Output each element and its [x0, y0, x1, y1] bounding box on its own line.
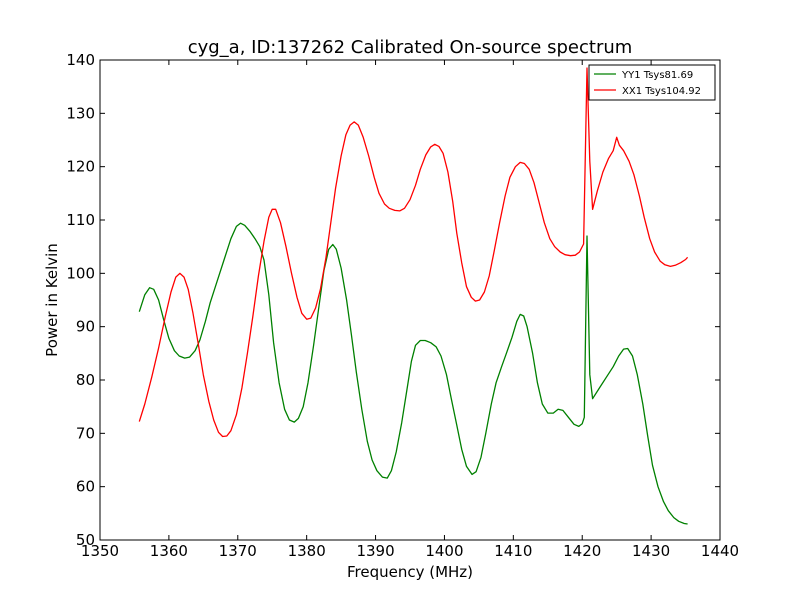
x-tick-label: 1440	[701, 542, 739, 560]
y-tick-label: 110	[66, 211, 95, 229]
y-tick-label: 60	[76, 478, 95, 496]
y-axis-label: Power in Kelvin	[43, 243, 61, 357]
x-tick-label: 1410	[494, 542, 532, 560]
series-layer	[138, 67, 689, 525]
x-tick-label: 1400	[425, 542, 463, 560]
x-tick-label: 1420	[563, 542, 601, 560]
chart-title: cyg_a, ID:137262 Calibrated On-source sp…	[188, 37, 633, 58]
legend-box	[588, 64, 716, 101]
y-tick-label: 140	[66, 51, 95, 69]
x-tick-label: 1380	[288, 542, 326, 560]
y-tick-label: 90	[76, 318, 95, 336]
legend-label-xx1: XX1 Tsys104.92	[622, 86, 701, 97]
y-tick-label: 80	[76, 371, 95, 389]
x-tick-label: 1430	[632, 542, 670, 560]
y-tick-label: 130	[66, 104, 95, 122]
y-tick-label: 70	[76, 424, 95, 442]
y-tick-label: 50	[76, 531, 95, 549]
y-tick-label: 100	[66, 264, 95, 282]
x-tick-label: 1370	[219, 542, 257, 560]
series-line-yy1	[138, 222, 688, 525]
x-tick-label: 1390	[356, 542, 394, 560]
y-tick-label: 120	[66, 158, 95, 176]
legend-label-yy1: YY1 Tsys81.69	[621, 70, 693, 81]
x-tick-label: 1360	[150, 542, 188, 560]
axes-layer: 1350 1360 1370 1380 1390 1400 1410 1420 1430 1440…	[66, 51, 739, 560]
series-line-xx1	[138, 67, 689, 438]
plot-frame	[99, 59, 721, 541]
x-tick-label: 1350	[81, 542, 119, 560]
legend: YY1 Tsys81.69 XX1 Tsys104.92	[588, 64, 716, 101]
x-axis-label: Frequency (MHz)	[347, 563, 473, 581]
